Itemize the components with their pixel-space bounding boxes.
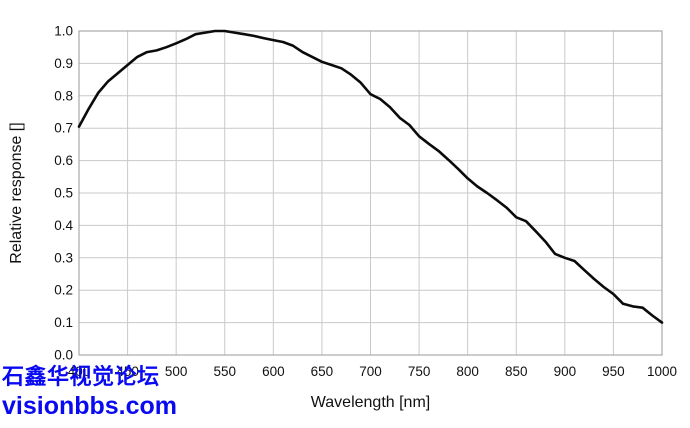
- y-axis-title: Relative response []: [8, 122, 25, 263]
- plot-border: [78, 30, 663, 356]
- x-tick-label: 750: [408, 364, 431, 379]
- y-tick-label: 0.7: [54, 121, 73, 136]
- y-tick-label: 0.1: [54, 315, 73, 330]
- x-tick-label: 550: [213, 364, 236, 379]
- y-tick-label: 0.4: [54, 218, 73, 233]
- x-tick-label: 950: [602, 364, 625, 379]
- y-tick-label: 0.8: [54, 88, 73, 103]
- x-tick-label: 900: [554, 364, 577, 379]
- y-tick-label: 0.2: [54, 283, 73, 298]
- series-relative-response: [77, 29, 664, 324]
- x-axis-title: Wavelength [nm]: [311, 394, 430, 411]
- watermark-forum-name: 石鑫华视觉论坛: [2, 364, 160, 389]
- x-tick-label: 600: [262, 364, 285, 379]
- y-tick-label: 0.0: [54, 348, 73, 363]
- x-tick-label: 850: [505, 364, 528, 379]
- y-tick-label: 0.9: [54, 56, 73, 71]
- x-tick-label: 1000: [647, 364, 677, 379]
- y-tick-label: 0.5: [54, 186, 73, 201]
- x-tick-label: 650: [311, 364, 334, 379]
- x-tick-label: 400: [68, 364, 91, 379]
- x-tick-label: 700: [359, 364, 382, 379]
- x-tick-label: 450: [116, 364, 139, 379]
- x-tick-label: 500: [165, 364, 188, 379]
- watermark-site-url: visionbbs.com: [2, 392, 178, 420]
- watermark: 石鑫华视觉论坛 visionbbs.com: [2, 366, 177, 419]
- x-tick-label: 800: [456, 364, 479, 379]
- y-tick-label: 1.0: [54, 24, 73, 39]
- y-tick-label: 0.3: [54, 250, 73, 265]
- y-tick-label: 0.6: [54, 153, 73, 168]
